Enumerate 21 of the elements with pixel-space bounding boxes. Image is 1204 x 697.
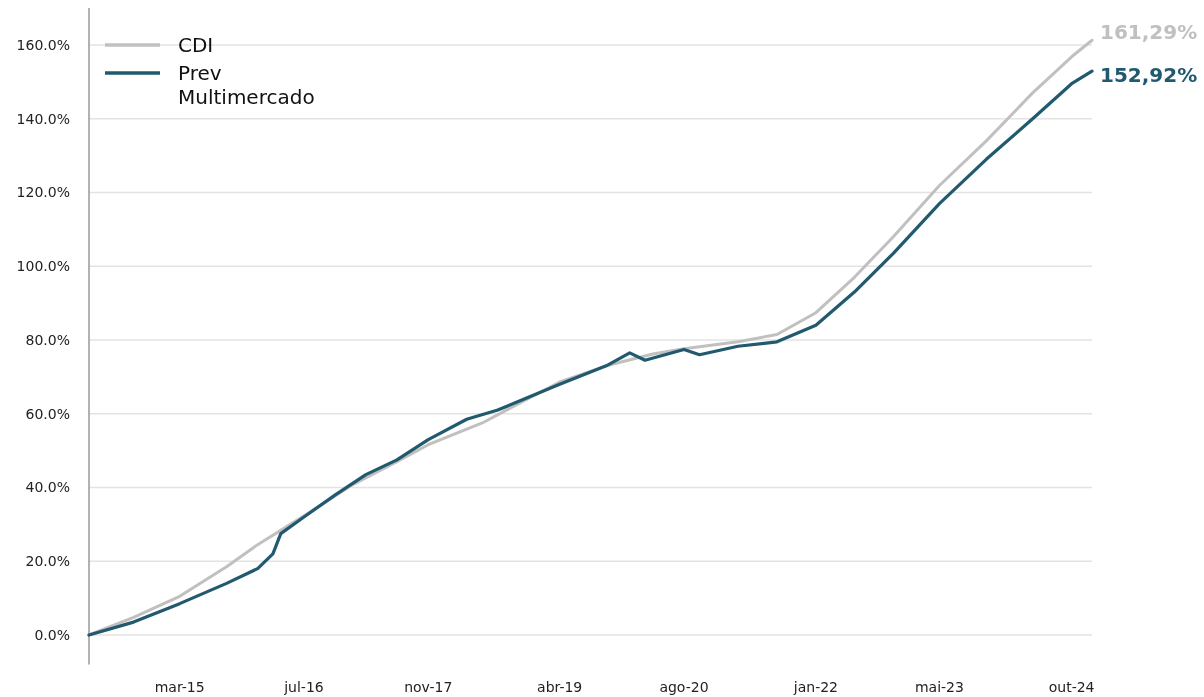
x-tick-label: jan-22 bbox=[792, 679, 839, 695]
y-tick-label: 100.0% bbox=[16, 258, 70, 275]
y-tick-label: 140.0% bbox=[16, 110, 70, 127]
x-tick-label: nov-17 bbox=[404, 679, 453, 695]
annotation: 152,92% bbox=[1100, 63, 1198, 88]
x-tick-label: jul-16 bbox=[283, 679, 324, 695]
y-tick-label: 120.0% bbox=[16, 184, 70, 201]
x-tick-label: abr-19 bbox=[537, 679, 583, 695]
y-tick-label: 60.0% bbox=[25, 405, 70, 422]
x-tick-label: mai-23 bbox=[914, 679, 964, 695]
x-tick-label: out-24 bbox=[1048, 679, 1095, 695]
y-tick-label: 0.0% bbox=[34, 626, 70, 643]
y-tick-label: 20.0% bbox=[25, 553, 70, 570]
x-tick-label: ago-20 bbox=[659, 679, 709, 695]
y-tick-label: 40.0% bbox=[25, 479, 70, 496]
x-tick-label: mar-15 bbox=[154, 679, 205, 695]
legend-label: CDI bbox=[178, 33, 214, 57]
legend-label: Prev Multimercado bbox=[178, 61, 315, 109]
annotation: 161,29% bbox=[1100, 20, 1198, 45]
y-tick-label: 80.0% bbox=[25, 331, 70, 348]
y-tick-label: 160.0% bbox=[16, 36, 70, 53]
